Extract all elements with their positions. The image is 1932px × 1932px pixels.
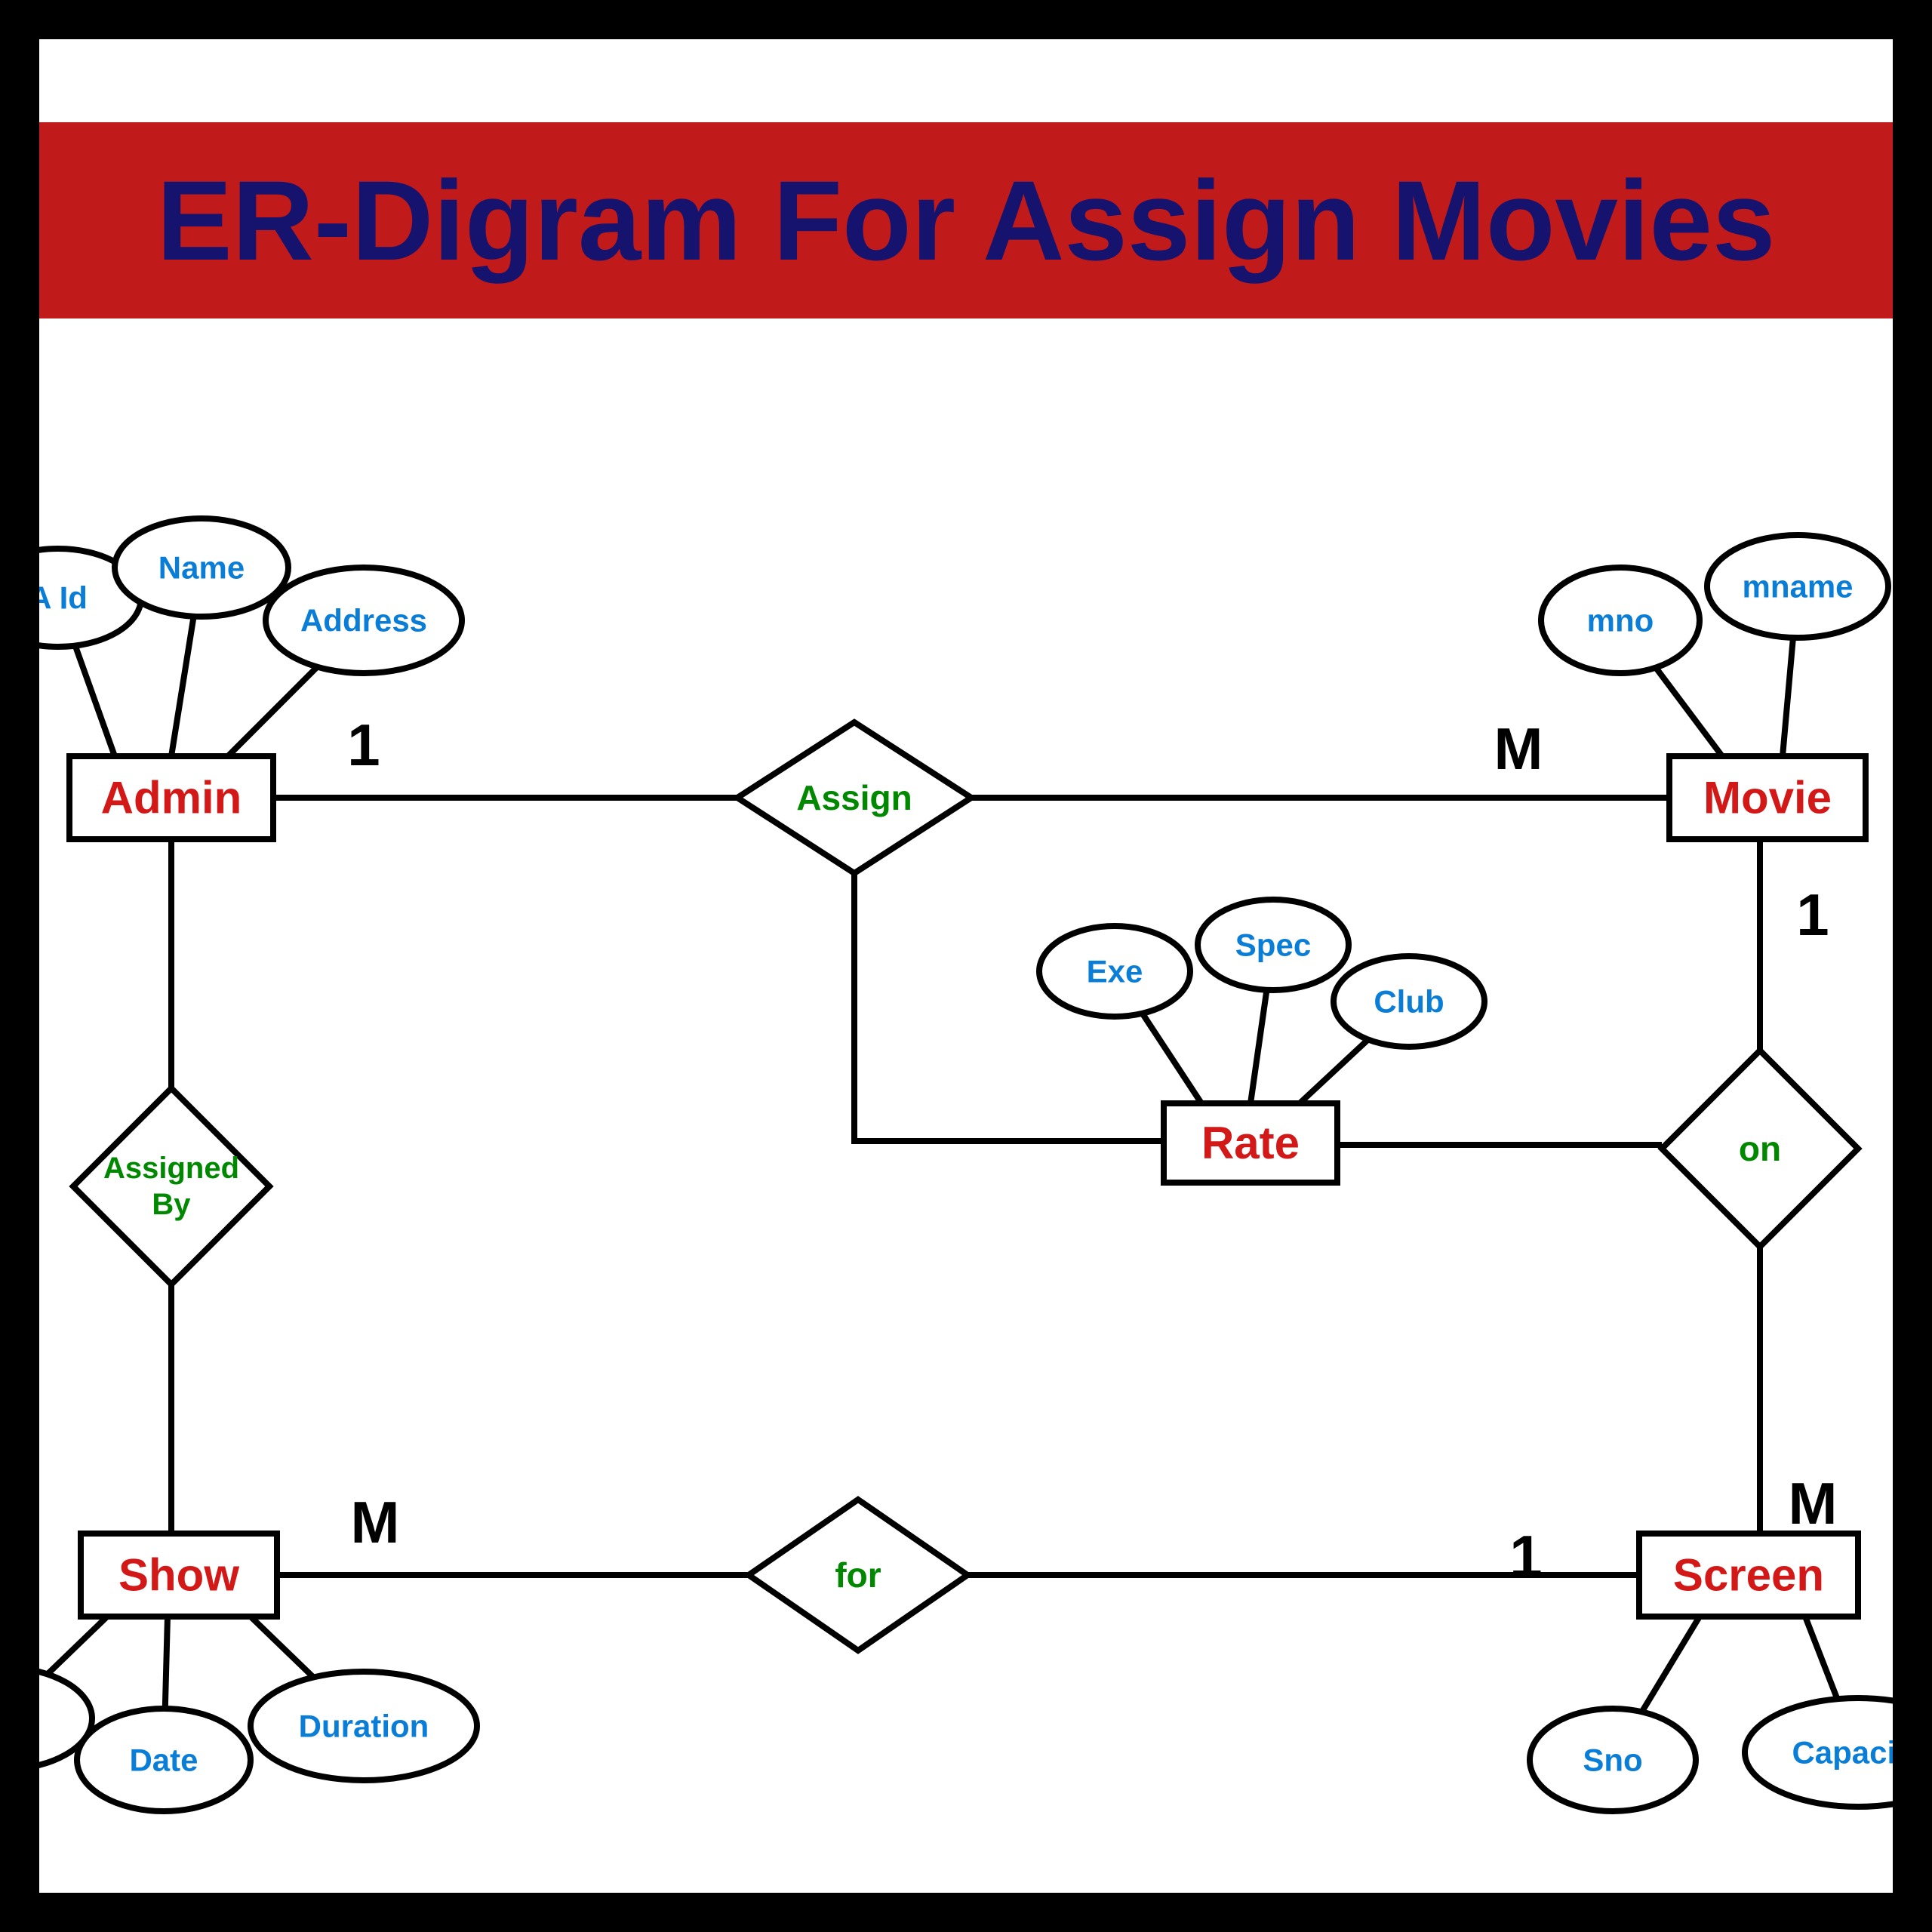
entity-label-rate: Rate — [1201, 1118, 1300, 1168]
attr-label-mname: mname — [1742, 569, 1853, 605]
rel-label-assignedby-1: By — [152, 1188, 191, 1221]
rel-label-assign: Assign — [796, 778, 912, 817]
card-2: 1 — [1796, 881, 1829, 948]
card-5: 1 — [1509, 1523, 1542, 1589]
rel-label-assignedby-0: Assigned — [103, 1152, 239, 1185]
attr-label-capacity: Capacity — [1792, 1735, 1893, 1770]
rel-label-for: for — [835, 1555, 881, 1595]
rel-assignedby — [73, 1088, 269, 1284]
er-diagram: Assign AssignedBy on for Admin Movie Rate Show S… — [39, 39, 1893, 1893]
entity-label-show: Show — [118, 1550, 239, 1601]
attr-label-club: Club — [1374, 984, 1444, 1020]
rel-label-on: on — [1739, 1129, 1781, 1168]
attr-label-aname: Name — [158, 550, 245, 586]
card-4: M — [351, 1489, 400, 1555]
entity-label-admin: Admin — [101, 773, 242, 823]
attr-label-sdate: Date — [129, 1743, 198, 1778]
attr-label-duration: Duration — [299, 1709, 429, 1744]
card-1: M — [1494, 715, 1543, 782]
card-3: M — [1789, 1470, 1838, 1537]
attr-label-exe: Exe — [1087, 954, 1143, 989]
card-0: 1 — [347, 712, 380, 778]
attr-label-sno: Sno — [1583, 1743, 1642, 1778]
attr-label-spec: Spec — [1235, 928, 1311, 963]
attr-label-aid: A Id — [39, 580, 88, 616]
attr-label-mno: mno — [1587, 603, 1654, 638]
attr-label-address: Address — [300, 603, 427, 638]
entity-label-movie: Movie — [1703, 773, 1832, 823]
entity-label-screen: Screen — [1673, 1550, 1824, 1601]
